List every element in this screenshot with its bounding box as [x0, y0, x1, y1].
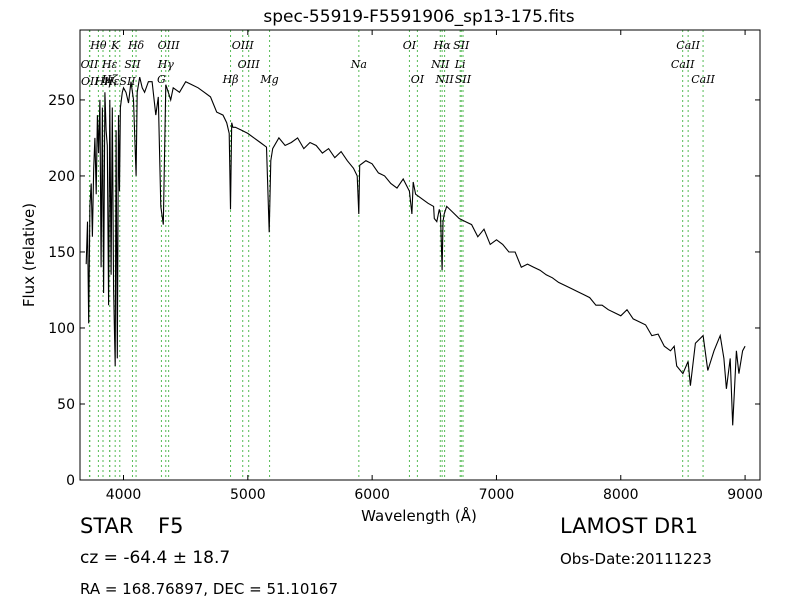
marker-label: HεSII	[103, 75, 136, 88]
marker-label: NII	[434, 73, 454, 86]
marker-label: G	[157, 73, 166, 86]
marker-label: NII	[430, 58, 450, 71]
x-axis-ticks: 4000 5000 6000 7000 8000 9000	[106, 30, 763, 503]
marker-label: Li	[454, 58, 466, 71]
y-tick-label: 50	[57, 397, 75, 413]
marker-label: CaII	[691, 73, 715, 86]
marker-label: Hβ	[222, 73, 239, 86]
x-tick-label: 6000	[354, 487, 390, 503]
coordinates: RA = 168.76897, DEC = 51.10167	[80, 580, 339, 598]
x-axis-label: Wavelength (Å)	[361, 506, 477, 525]
marker-label: Hη	[94, 75, 112, 88]
y-tick-label: 200	[48, 169, 75, 185]
marker-label: Hε	[101, 58, 118, 71]
x-tick-label: 9000	[727, 487, 763, 503]
y-tick-label: 250	[48, 93, 75, 109]
marker-label: OIII	[238, 58, 261, 71]
x-tick-label: 5000	[230, 487, 266, 503]
marker-label: OI	[403, 39, 417, 52]
marker-label: OIII	[232, 39, 255, 52]
marker-label: SII	[455, 73, 472, 86]
marker-label: OII	[81, 58, 99, 71]
marker-label: OIII	[158, 39, 181, 52]
marker-label: Hα	[433, 39, 452, 52]
subclass: F5	[158, 514, 184, 538]
marker-label: Hζ	[101, 73, 119, 86]
chart-title: spec-55919-F5591906_sp13-175.fits	[263, 7, 574, 27]
y-tick-label: 150	[48, 245, 75, 261]
marker-label: Na	[350, 58, 367, 71]
y-axis-label: Flux (relative)	[20, 203, 38, 307]
x-tick-label: 7000	[479, 487, 515, 503]
marker-label: Hθ	[89, 39, 107, 52]
marker-label: OI	[411, 73, 425, 86]
marker-label: CaII	[671, 58, 695, 71]
y-tick-label: 100	[48, 321, 75, 337]
survey-name: LAMOST DR1	[560, 514, 699, 538]
marker-label: OII	[81, 75, 99, 88]
marker-label: Hδ	[127, 39, 145, 52]
y-tick-label: 0	[66, 473, 75, 489]
marker-label: Hγ	[157, 58, 175, 71]
x-tick-label: 4000	[106, 487, 142, 503]
spectrum-line	[85, 76, 746, 426]
y-axis-ticks: 0 50 100 150 200 250	[48, 93, 760, 489]
x-tick-label: 8000	[603, 487, 639, 503]
object-type: STAR	[80, 514, 134, 538]
plot-frame	[79, 29, 761, 481]
marker-label: SII	[453, 39, 470, 52]
line-markers	[88, 30, 704, 480]
redshift-info: cz = -64.4 ± 18.7	[80, 548, 231, 568]
marker-label: Mg	[259, 73, 278, 86]
marker-label: CaII	[676, 39, 700, 52]
marker-label: K	[110, 39, 120, 52]
marker-label: SII	[124, 58, 141, 71]
obs-date: Obs-Date:20111223	[560, 550, 712, 568]
